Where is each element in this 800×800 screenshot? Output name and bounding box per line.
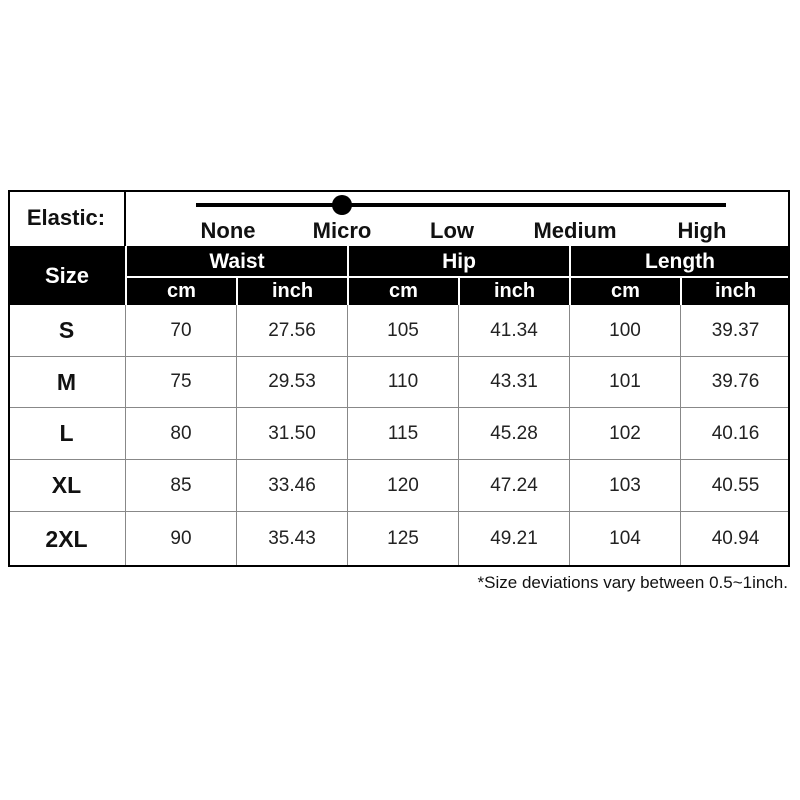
value-cell: 70: [126, 305, 237, 357]
header-divider: [347, 246, 349, 305]
elastic-option: Micro: [312, 218, 372, 243]
header-divider: [458, 277, 460, 305]
table-border: [8, 190, 790, 567]
elastic-option: None: [200, 218, 256, 243]
size-header: Size: [44, 262, 90, 288]
elastic-option: High: [677, 218, 727, 243]
value-cell: 80: [126, 408, 237, 460]
group-header: Waist: [209, 249, 265, 273]
header-background: [8, 246, 790, 305]
unit-header: inch: [271, 279, 314, 302]
elastic-label: Elastic:: [8, 190, 126, 246]
value-cell: 27.56: [237, 305, 348, 357]
header-divider: [680, 277, 682, 305]
elastic-option: Low: [430, 218, 474, 243]
value-cell: 103: [570, 460, 681, 512]
value-cell: 120: [348, 460, 459, 512]
value-cell: 33.46: [237, 460, 348, 512]
group-header: Hip: [442, 249, 476, 273]
header-divider: [236, 277, 238, 305]
unit-header: inch: [493, 279, 536, 302]
value-cell: 41.34: [459, 305, 570, 357]
value-cell: 85: [126, 460, 237, 512]
header-divider: [569, 246, 571, 305]
value-cell: 75: [126, 357, 237, 408]
size-cell: L: [8, 408, 126, 460]
value-cell: 31.50: [237, 408, 348, 460]
value-cell: 105: [348, 305, 459, 357]
footnote: *Size deviations vary between 0.5~1inch.: [477, 573, 788, 592]
value-cell: 40.55: [681, 460, 790, 512]
value-cell: 101: [570, 357, 681, 408]
elastic-scale-line: [196, 203, 726, 207]
value-cell: 39.37: [681, 305, 790, 357]
value-cell: 102: [570, 408, 681, 460]
value-cell: 110: [348, 357, 459, 408]
size-cell: M: [8, 357, 126, 408]
value-cell: 39.76: [681, 357, 790, 408]
elastic-indicator: [332, 195, 352, 215]
unit-header: cm: [389, 279, 418, 302]
value-cell: 47.24: [459, 460, 570, 512]
size-cell: S: [8, 305, 126, 357]
unit-header: inch: [714, 279, 757, 302]
group-header: Length: [645, 249, 715, 273]
size-cell: XL: [8, 460, 126, 512]
value-cell: 100: [570, 305, 681, 357]
unit-header: cm: [167, 279, 196, 302]
value-cell: 115: [348, 408, 459, 460]
value-cell: 43.31: [459, 357, 570, 408]
header-divider: [125, 246, 127, 305]
value-cell: 29.53: [237, 357, 348, 408]
value-cell: 40.16: [681, 408, 790, 460]
header-divider: [126, 276, 790, 278]
value-cell: 45.28: [459, 408, 570, 460]
unit-header: cm: [611, 279, 640, 302]
elastic-option: Medium: [533, 218, 617, 243]
